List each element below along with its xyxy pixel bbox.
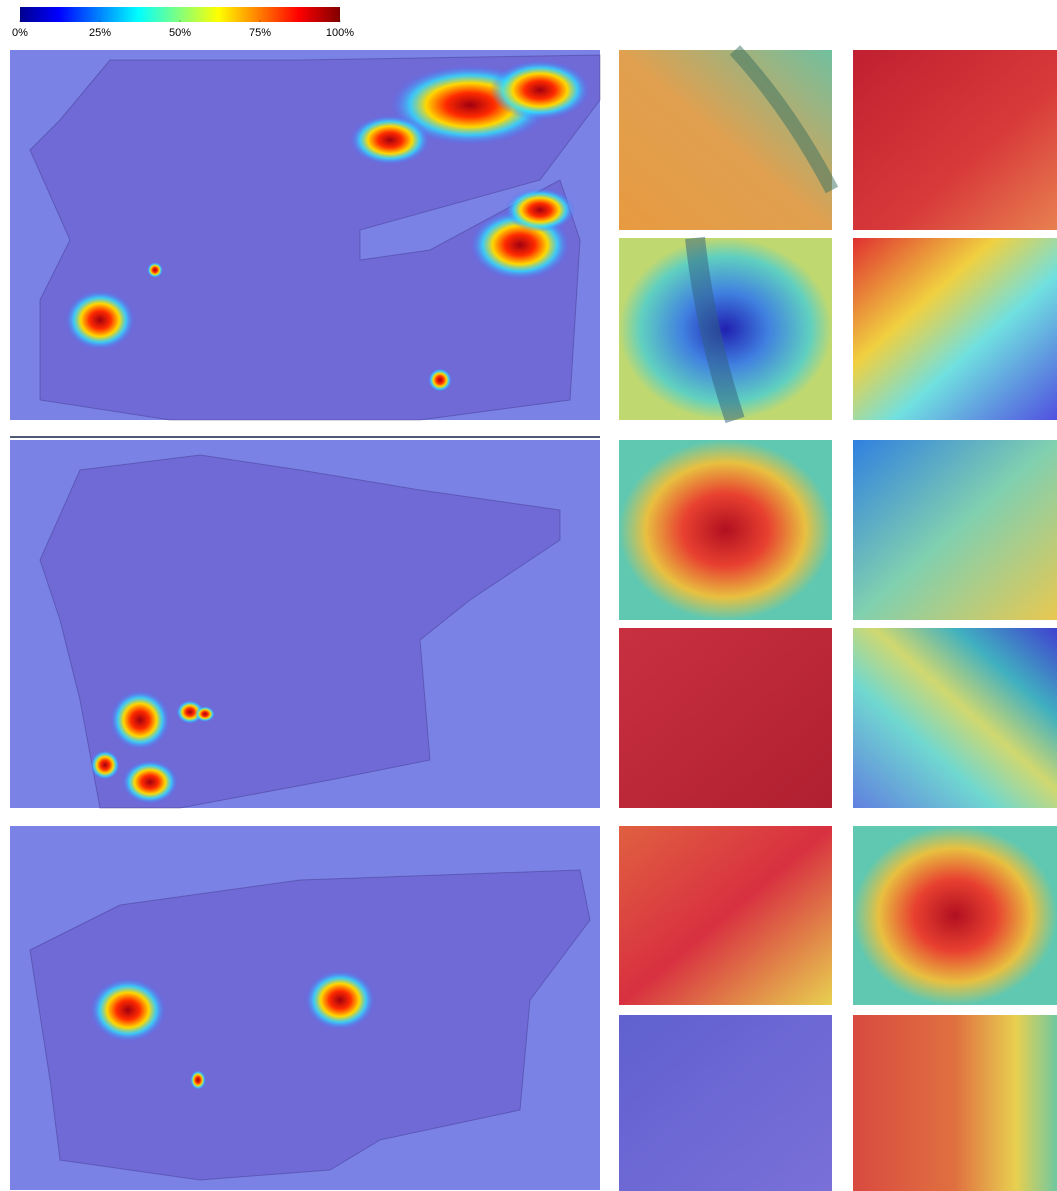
attention-hotspot (428, 368, 452, 392)
colorbar-label: 0% (12, 27, 28, 39)
colorbar-label: 100% (326, 27, 354, 39)
attention-hotspot (90, 750, 120, 780)
patch-heatmap (853, 50, 1057, 230)
patch-heatmap (619, 628, 832, 808)
attention-hotspot (147, 262, 163, 278)
attention-hotspot (195, 706, 215, 722)
patch-heatmap (853, 1015, 1057, 1191)
patch-heatmap (853, 440, 1057, 620)
colorbar (20, 7, 340, 22)
patch-heatmap (619, 826, 832, 1005)
patch-heatmap (619, 1015, 832, 1191)
patch-heatmap (619, 440, 832, 620)
patch-heatmap (853, 628, 1057, 808)
attention-hotspot (490, 60, 590, 120)
patch-heatmap (853, 238, 1057, 420)
patch-heatmap (853, 826, 1057, 1005)
attention-hotspot (190, 1070, 206, 1090)
colorbar-label: 75% (249, 27, 271, 39)
attention-hotspot (90, 978, 166, 1042)
attention-hotspot (350, 115, 430, 165)
colorbar-label: 50% (169, 27, 191, 39)
figure: 0% 25% 50% 75% 100% (0, 0, 1057, 1191)
attention-hotspot (305, 970, 375, 1030)
attention-hotspot (505, 188, 575, 232)
attention-hotspot (122, 760, 178, 804)
attention-hotspot (110, 690, 170, 750)
attention-hotspot (65, 290, 135, 350)
colorbar-label: 25% (89, 27, 111, 39)
